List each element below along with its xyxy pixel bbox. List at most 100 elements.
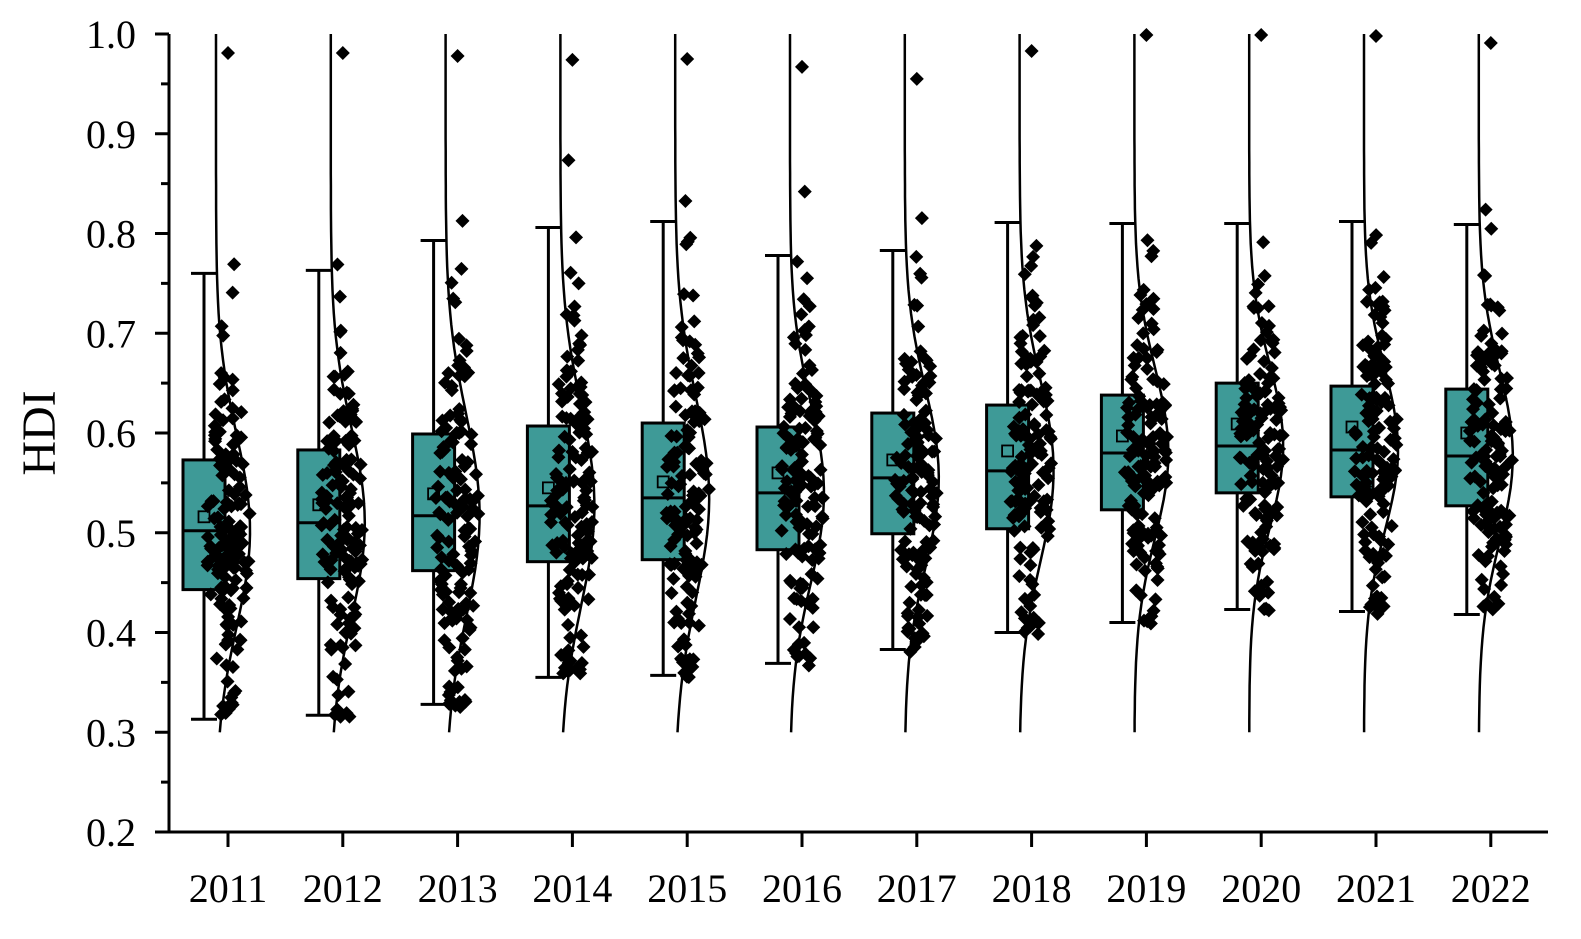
data-points [888, 71, 944, 659]
data-point [674, 320, 689, 335]
data-point [1498, 459, 1513, 474]
data-point [1027, 587, 1042, 602]
data-point [212, 377, 227, 392]
data-point [1040, 393, 1055, 408]
data-point [1032, 329, 1047, 344]
data-point [692, 350, 707, 365]
data-point [569, 230, 584, 245]
data-point [912, 616, 927, 631]
data-point [1017, 267, 1032, 282]
data-point [1032, 366, 1047, 381]
data-point [1014, 344, 1029, 359]
data-point [1238, 381, 1253, 396]
data-point [430, 528, 445, 543]
data-point [776, 419, 791, 434]
data-point [788, 376, 803, 391]
data-point [1147, 456, 1162, 471]
x-tick-label: 2022 [1451, 866, 1531, 911]
data-point [1370, 441, 1385, 456]
data-point [207, 511, 222, 526]
box-group-2021 [1329, 28, 1404, 733]
data-point [1466, 382, 1481, 397]
data-point [1486, 535, 1501, 550]
data-point [1140, 400, 1155, 415]
data-point [326, 443, 341, 458]
data-point [1364, 235, 1379, 250]
data-point [584, 550, 599, 565]
data-point [1127, 358, 1142, 373]
data-point [1154, 436, 1169, 451]
data-point [350, 526, 365, 541]
data-point [576, 493, 591, 508]
data-point [559, 363, 574, 378]
data-point [666, 459, 681, 474]
data-point [1018, 496, 1033, 511]
data-point [662, 506, 677, 521]
data-point [228, 534, 243, 549]
data-point [1129, 583, 1144, 598]
x-tick-label: 2014 [532, 866, 612, 911]
data-point [913, 266, 928, 281]
data-point [1012, 569, 1027, 584]
data-point [585, 499, 600, 514]
data-point [1364, 597, 1379, 612]
data-point [1375, 316, 1390, 331]
data-point [451, 331, 466, 346]
data-point [348, 638, 363, 653]
data-point [571, 353, 586, 368]
data-point [674, 615, 689, 630]
axes: 0.2 0.3 0.4 0.5 0.6 0.7 0.8 0.9 1.0 2011 2012 2013… [86, 12, 1548, 911]
data-point [438, 375, 453, 390]
data-point [1366, 389, 1381, 404]
data-point [792, 512, 807, 527]
data-point [1467, 412, 1482, 427]
data-point [1032, 445, 1047, 460]
y-tick-label: 0.4 [86, 611, 136, 656]
data-point [1474, 572, 1489, 587]
data-point [322, 517, 337, 532]
data-point [442, 494, 457, 509]
data-point [1149, 520, 1164, 535]
data-point [572, 336, 587, 351]
data-point [902, 621, 917, 636]
data-point [896, 504, 911, 519]
data-point [1267, 345, 1282, 360]
data-point [215, 468, 230, 483]
data-point [1376, 270, 1391, 285]
data-point [1137, 550, 1152, 565]
data-point [1019, 369, 1034, 384]
data-point [469, 467, 484, 482]
data-point [1033, 349, 1048, 364]
data-point [1253, 366, 1268, 381]
data-point [1262, 476, 1277, 491]
data-point [330, 496, 345, 511]
data-point [217, 501, 232, 516]
data-point [777, 498, 792, 513]
data-point [565, 444, 580, 459]
data-point [1497, 507, 1512, 522]
data-point [682, 368, 697, 383]
data-point [660, 486, 675, 501]
data-point [339, 520, 354, 535]
data-point [914, 211, 929, 226]
data-point [1041, 461, 1056, 476]
data-point [237, 555, 252, 570]
data-point [220, 558, 235, 573]
data-point [1370, 606, 1385, 621]
data-point [902, 595, 917, 610]
data-point [1126, 429, 1141, 444]
data-point [806, 497, 821, 512]
data-point [784, 406, 799, 421]
data-point [353, 457, 368, 472]
data-points [1117, 27, 1175, 631]
data-point [911, 629, 926, 644]
data-point [581, 592, 596, 607]
data-point [1355, 338, 1370, 353]
data-point [1256, 235, 1271, 250]
data-point [214, 591, 229, 606]
data-point [214, 319, 229, 334]
data-point [1357, 482, 1372, 497]
data-point [453, 699, 468, 714]
data-point [689, 536, 704, 551]
data-point [434, 562, 449, 577]
